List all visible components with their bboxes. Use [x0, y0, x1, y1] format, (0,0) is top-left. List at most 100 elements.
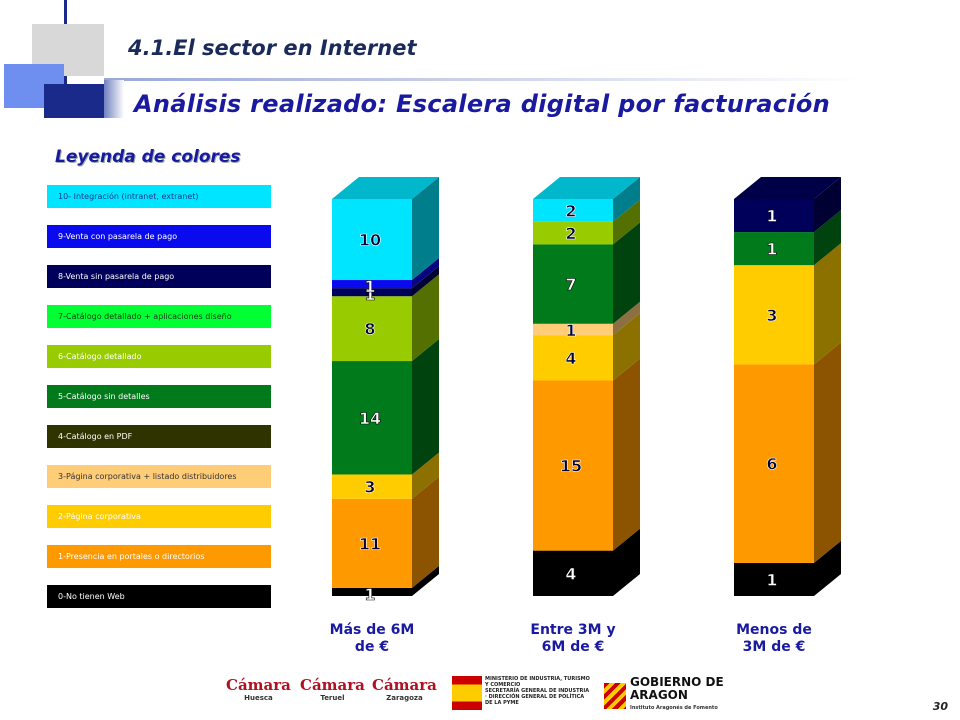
data-label: 1	[766, 240, 777, 259]
logo-sub: Instituto Aragonés de Fomento	[630, 705, 718, 711]
data-label: 1	[766, 570, 777, 589]
camara-huesca-logo: Cámara Huesca	[226, 676, 291, 702]
legend-item: 4-Catálogo en PDF	[47, 425, 271, 448]
data-label: 3	[364, 478, 375, 497]
bar-side	[814, 210, 841, 266]
bar-side	[613, 528, 640, 596]
camara-zaragoza-logo: Cámara Zaragoza	[372, 676, 437, 702]
bar-side	[814, 177, 841, 233]
bar-segment	[533, 323, 613, 336]
category-label-line: 3M de €	[742, 639, 806, 655]
data-label: 1	[364, 585, 375, 604]
bar-segment	[533, 221, 613, 245]
legend-item: 8-Venta sin pasarela de pago	[47, 265, 271, 288]
data-label: 1	[565, 321, 576, 340]
camara-teruel-logo: Cámara Teruel	[300, 676, 365, 702]
bar-side	[412, 266, 439, 297]
data-label: 14	[359, 409, 381, 428]
bar-side	[814, 540, 841, 596]
data-label: 10	[359, 231, 381, 250]
bar-segment	[332, 280, 412, 289]
bar-segment	[533, 244, 613, 324]
data-label: 1	[364, 285, 375, 304]
data-label: 1	[364, 277, 375, 296]
bar-segment	[734, 232, 814, 266]
logo-sub: Zaragoza	[386, 694, 423, 702]
category-label-line: de €	[354, 639, 390, 655]
legend-item: 10- Integración (intranet, extranet)	[47, 185, 271, 208]
bar-side	[412, 452, 439, 499]
logo-sub: Huesca	[244, 694, 273, 702]
bar-side	[613, 301, 640, 336]
section-title: 4.1.El sector en Internet	[128, 36, 417, 60]
gobierno-aragon-logo: GOBIERNO DE ARAGON Instituto Aragonés de…	[604, 676, 726, 715]
legend-item: 9-Venta con pasarela de pago	[47, 225, 271, 248]
logo-text: Cámara	[300, 676, 365, 694]
data-label: 8	[364, 320, 375, 339]
data-label: 7	[565, 275, 576, 294]
bar-side	[613, 199, 640, 245]
spain-shield-icon	[452, 676, 482, 710]
bar-segment	[734, 199, 814, 233]
bar-side	[412, 177, 439, 281]
data-label: 11	[359, 534, 381, 553]
legend-title: Leyenda de colores	[55, 147, 241, 167]
legend-item: 5-Catálogo sin detalles	[47, 385, 271, 408]
page-number: 30	[932, 700, 948, 713]
data-label: 3	[766, 306, 777, 325]
bar-top	[533, 177, 640, 199]
bar-top	[734, 177, 841, 199]
logo-text: Cámara	[226, 676, 291, 694]
bar-segment	[332, 474, 412, 499]
legend-item: 1-Presencia en portales o directorios	[47, 545, 271, 568]
logo-sub: SECRETARÍA GENERAL DE INDUSTRIA · DIRECC…	[485, 688, 590, 706]
bar-segment	[533, 335, 613, 381]
data-label: 4	[565, 564, 576, 583]
bar-segment	[332, 361, 412, 475]
bar-side	[613, 177, 640, 222]
bar-side	[412, 274, 439, 362]
legend-item: 7-Catálogo detallado + aplicaciones dise…	[47, 305, 271, 328]
bar-segment	[332, 587, 412, 596]
bar-side	[412, 339, 439, 475]
category-label-line: 6M de €	[541, 639, 605, 655]
data-label: 4	[565, 349, 576, 368]
bar-segment	[533, 550, 613, 596]
legend-item: 6-Catálogo detallado	[47, 345, 271, 368]
ministerio-logo: MINISTERIO DE INDUSTRIA, TURISMO Y COMER…	[452, 676, 590, 710]
page-title: Análisis realizado: Escalera digital por…	[134, 90, 831, 118]
bar-segment	[332, 296, 412, 362]
data-label: 6	[766, 455, 777, 474]
legend-item: 2-Página corporativa	[47, 505, 271, 528]
bar-side	[814, 342, 841, 563]
bar-segment	[734, 265, 814, 365]
legend-item: 0-No tienen Web	[47, 585, 271, 608]
bar-segment	[332, 498, 412, 588]
bar-side	[412, 258, 439, 289]
logo-text: MINISTERIO DE INDUSTRIA, TURISMO Y COMER…	[485, 676, 590, 688]
bar-side	[412, 565, 439, 596]
logo-text: GOBIERNO DE ARAGON	[630, 675, 724, 702]
data-label: 15	[560, 457, 582, 476]
data-label: 2	[565, 201, 576, 220]
bar-side	[412, 476, 439, 588]
bar-segment	[332, 199, 412, 281]
category-label: Menos de 3M de €	[704, 622, 844, 656]
bar-segment	[533, 380, 613, 551]
bar-segment	[332, 288, 412, 297]
bar-side	[814, 243, 841, 365]
category-label-line: Entre 3M y	[530, 622, 616, 638]
category-label-line: Más de 6M	[329, 622, 415, 638]
bar-segment	[734, 562, 814, 596]
bar-top	[332, 177, 439, 199]
legend-item: 3-Página corporativa + listado distribui…	[47, 465, 271, 488]
bar-side	[613, 222, 640, 324]
aragon-flag-icon	[604, 682, 626, 709]
logo-sub: Teruel	[320, 694, 345, 702]
data-label: 2	[565, 224, 576, 243]
category-label: Entre 3M y 6M de €	[503, 622, 643, 656]
bar-side	[613, 358, 640, 551]
logo-text: Cámara	[372, 676, 437, 694]
bar-side	[613, 313, 640, 381]
